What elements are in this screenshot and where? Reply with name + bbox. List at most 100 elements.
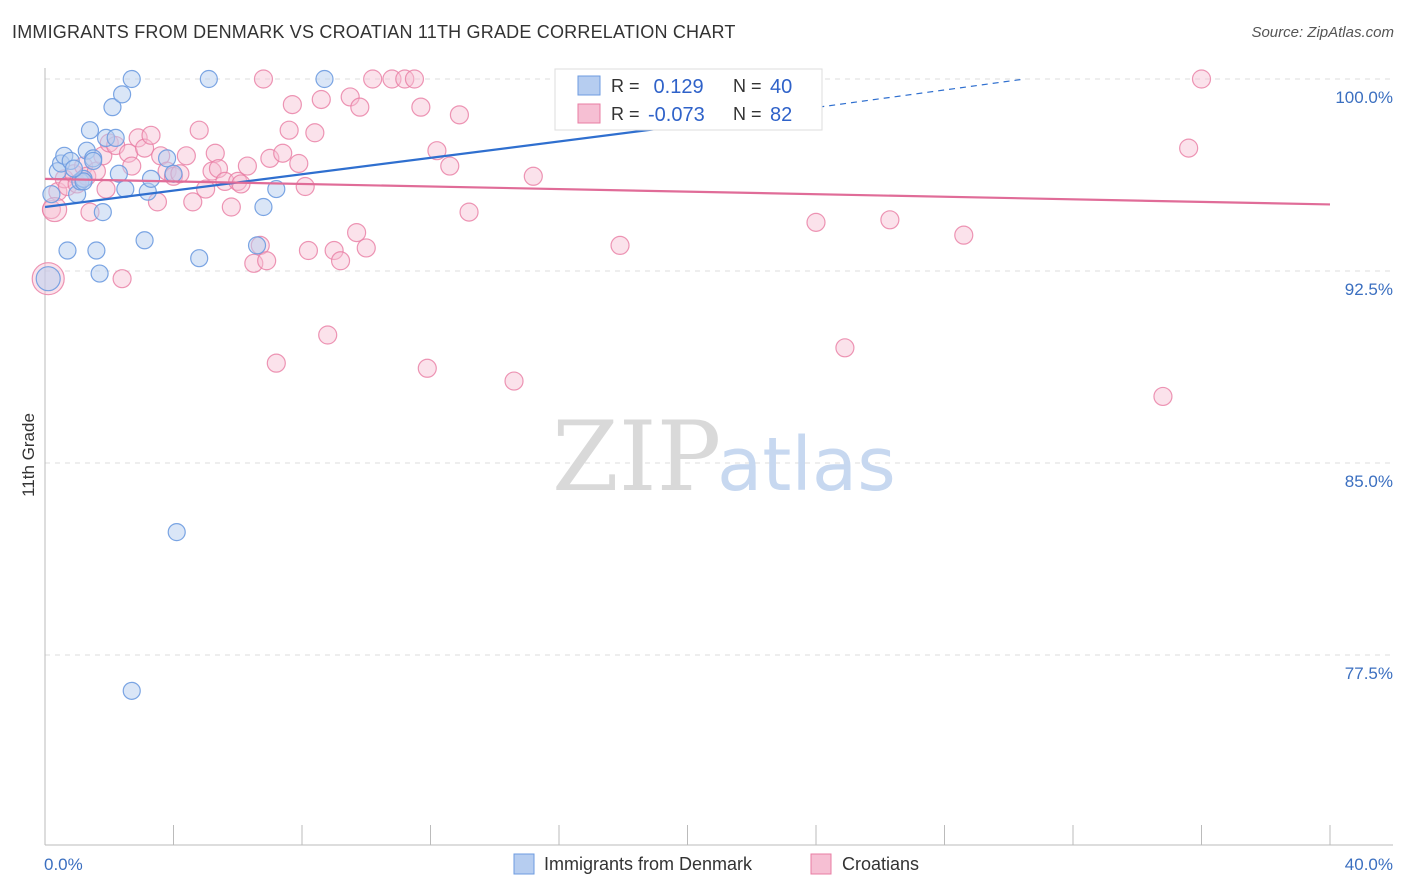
legend-swatch-croatians: [810, 853, 832, 875]
croatians-point: [395, 69, 415, 89]
croatians-point: [427, 141, 447, 161]
denmark-point: [42, 185, 61, 204]
croatians-point: [205, 143, 225, 163]
denmark-point: [190, 249, 209, 268]
croatians-point: [1191, 69, 1212, 89]
stats-n-label-blue: N =: [733, 76, 762, 96]
y-axis-label: 11th Grade: [19, 413, 38, 497]
tick-labels: 100.0% 92.5% 85.0% 77.5% 0.0% 40.0%: [44, 88, 1393, 874]
croatians-point: [324, 240, 344, 261]
croatians-point: [523, 166, 543, 186]
denmark-point: [80, 121, 100, 140]
croatians-point: [141, 125, 161, 145]
croatians-point: [257, 251, 277, 271]
chart-title: IMMIGRANTS FROM DENMARK VS CROATIAN 11TH…: [12, 22, 736, 42]
denmark-point: [315, 69, 334, 89]
x-tick-label-0: 0.0%: [44, 855, 83, 874]
croatians-point: [253, 69, 274, 89]
croatians-point: [835, 338, 855, 358]
croatians-point: [298, 240, 319, 261]
croatians-point: [183, 192, 203, 212]
stats-r-value-blue: 0.129: [648, 76, 704, 98]
x-tick-label-1: 40.0%: [1345, 855, 1393, 874]
croatians-point: [880, 210, 900, 230]
croatians-point: [289, 153, 309, 174]
stats-r-value-pink: -0.073: [648, 104, 705, 126]
denmark-points: [35, 69, 655, 700]
denmark-point: [35, 266, 61, 292]
denmark-point: [64, 159, 84, 178]
stats-n-label-pink: N =: [733, 104, 762, 124]
croatians-point: [196, 179, 216, 199]
croatians-point: [305, 123, 325, 143]
denmark-point: [106, 128, 125, 147]
denmark-point: [93, 203, 112, 222]
stats-r-label-pink: R =: [611, 104, 640, 124]
croatians-point: [340, 87, 360, 107]
croatians-point: [112, 269, 132, 289]
croatians-point: [273, 143, 293, 163]
watermark-atlas: atlas: [717, 422, 896, 508]
croatians-point: [356, 238, 376, 258]
croatians-point: [459, 202, 479, 222]
croatians-point: [610, 235, 630, 255]
croatians-points: [31, 69, 1212, 407]
denmark-point: [267, 179, 286, 199]
croatians-point: [279, 120, 299, 140]
denmark-point: [254, 197, 273, 217]
stats-n-value-pink: 82: [770, 104, 792, 126]
croatians-point: [282, 94, 302, 115]
croatians-trend-line: [44, 177, 1331, 206]
croatians-point: [221, 197, 241, 217]
croatians-point: [96, 179, 116, 199]
croatians-point: [440, 156, 460, 176]
denmark-point: [141, 169, 161, 188]
denmark-point: [109, 164, 128, 183]
stats-r-label-blue: R =: [611, 76, 640, 96]
croatians-point: [295, 176, 315, 197]
denmark-point: [90, 264, 109, 283]
denmark-point: [112, 85, 132, 104]
denmark-point: [58, 241, 77, 260]
croatians-point: [189, 120, 209, 140]
series-legend: Immigrants from Denmark Croatians: [513, 853, 919, 875]
croatians-point: [237, 156, 257, 176]
croatians-point: [449, 105, 470, 125]
denmark-point: [167, 523, 186, 542]
legend-swatch-denmark: [513, 853, 535, 875]
croatians-point: [176, 146, 196, 166]
croatians-point: [1179, 138, 1199, 158]
croatians-point: [954, 225, 974, 245]
croatians-point: [330, 251, 351, 271]
y-tick-label-1: 92.5%: [1345, 280, 1393, 299]
croatians-point: [347, 223, 367, 243]
denmark-point: [122, 69, 141, 89]
denmark-point: [247, 236, 267, 255]
y-tick-label-3: 77.5%: [1345, 664, 1393, 683]
stats-n-value-blue: 40: [770, 76, 792, 98]
croatians-point: [806, 212, 826, 232]
croatians-point: [311, 89, 331, 110]
croatians-point: [266, 353, 286, 373]
denmark-point: [84, 151, 103, 171]
watermark-zip: ZIP: [552, 401, 721, 513]
legend-label-denmark: Immigrants from Denmark: [544, 854, 753, 874]
y-tick-label-0: 100.0%: [1335, 88, 1393, 107]
denmark-point: [74, 172, 93, 191]
denmark-trend-line: [44, 123, 688, 209]
y-tick-label-2: 85.0%: [1345, 472, 1393, 491]
denmark-point: [103, 98, 122, 117]
croatians-point: [417, 358, 437, 378]
axes: [44, 68, 1393, 846]
denmark-point: [135, 231, 154, 250]
croatians-point: [350, 97, 370, 117]
croatians-point: [1153, 386, 1173, 407]
denmark-point: [122, 681, 141, 700]
denmark-point: [199, 69, 218, 89]
croatians-point: [363, 69, 383, 89]
stats-legend-swatch-blue: [577, 75, 601, 96]
legend-label-croatians: Croatians: [842, 854, 919, 874]
source-label: Source: ZipAtlas.com: [1251, 24, 1394, 41]
denmark-point: [164, 164, 183, 183]
